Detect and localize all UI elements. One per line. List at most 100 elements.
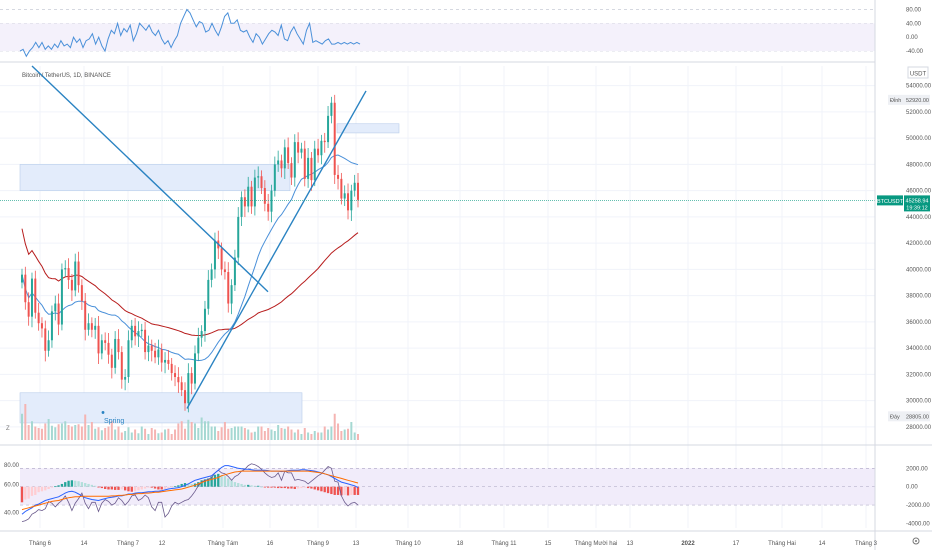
- candle-body: [243, 197, 246, 207]
- candle-body: [260, 176, 263, 189]
- price-axis[interactable]: 80.00 40.00 0.00 -40.00 54000.00 52000.00 5000…: [877, 7, 932, 527]
- volume-bar: [87, 425, 90, 440]
- candle-body: [353, 182, 356, 191]
- histogram-bar: [97, 486, 100, 488]
- candle-body: [203, 308, 206, 332]
- volume-bar: [100, 430, 103, 440]
- volume-bar: [104, 428, 107, 440]
- volume-bar: [60, 423, 63, 440]
- candle-body: [84, 300, 87, 330]
- histogram-bar: [94, 485, 97, 487]
- candle-body: [80, 285, 83, 301]
- histogram-bar: [117, 486, 120, 490]
- last-price-symbol: BTCUSDT: [877, 199, 904, 205]
- histogram-bar: [233, 482, 237, 487]
- price-pane[interactable]: Spring: [0, 65, 875, 440]
- currency-box[interactable]: [907, 66, 929, 79]
- volume-bar: [343, 429, 346, 440]
- candle-body: [277, 160, 280, 165]
- top-oscillator-pane[interactable]: [0, 8, 875, 58]
- indicator-right-tick: 2000.00: [906, 466, 928, 472]
- histogram-bar: [123, 486, 127, 491]
- volume-bar: [84, 414, 87, 440]
- histogram-bar: [60, 483, 64, 487]
- candle-body: [94, 325, 97, 330]
- candle-body: [184, 390, 187, 404]
- volume-bar: [193, 423, 196, 440]
- histogram-bar: [346, 486, 350, 496]
- volume-bar: [77, 424, 80, 440]
- volume-bar: [21, 413, 23, 440]
- histogram-bar: [104, 486, 107, 489]
- volume-bar: [174, 429, 177, 440]
- volume-bar: [37, 428, 40, 440]
- volume-bar: [94, 428, 97, 440]
- volume-bar: [147, 434, 150, 440]
- volume-bar: [227, 428, 230, 440]
- volume-bar: [54, 427, 57, 440]
- volume-bar: [164, 429, 167, 440]
- candle-body: [200, 331, 203, 338]
- volume-bar: [337, 423, 340, 440]
- volume-bar: [40, 428, 43, 440]
- high-marker-box: [888, 94, 930, 105]
- volume-bar: [170, 434, 173, 440]
- candle-body: [220, 248, 223, 270]
- histogram-bar: [257, 485, 260, 487]
- volume-bar: [127, 427, 130, 440]
- candle-body: [120, 352, 123, 380]
- zoom-icon[interactable]: Z: [6, 426, 10, 432]
- volume-bar: [110, 421, 113, 440]
- candle-body: [50, 311, 53, 341]
- candle-body: [157, 349, 160, 358]
- price-tick-label: 38000.00: [906, 294, 932, 300]
- histogram-bar: [20, 486, 24, 503]
- time-tick-label: 14: [819, 541, 826, 547]
- volume-bar: [310, 434, 313, 440]
- candle-body: [97, 325, 100, 354]
- candle-body: [297, 142, 300, 153]
- volume-bar: [297, 429, 300, 440]
- histogram-bar: [247, 484, 250, 487]
- volume-bar: [144, 428, 147, 440]
- bottom-indicator-pane[interactable]: 80.00 60.00 40.00: [4, 463, 875, 522]
- candle-body: [117, 338, 120, 353]
- histogram-bar: [30, 486, 34, 496]
- symbol-title: Bitcoin / TetherUS, 1D, BINANCE: [22, 73, 111, 79]
- candle-body: [137, 331, 140, 337]
- histogram-bar: [54, 486, 57, 488]
- time-axis[interactable]: Tháng 6 14 Tháng 7 12 Tháng Tám 16 Tháng 9 13 Th…: [29, 541, 878, 547]
- candle-body: [213, 240, 216, 270]
- volume-bar: [67, 425, 70, 440]
- volume-bar: [150, 428, 153, 440]
- histogram-bar: [120, 486, 123, 490]
- candle-body: [193, 353, 196, 384]
- osc-tick-label: 80.00: [906, 7, 922, 13]
- candle-body: [317, 148, 320, 156]
- histogram-bar: [150, 486, 153, 488]
- histogram-bar: [127, 486, 130, 492]
- time-tick-label: Tháng 7: [117, 541, 140, 547]
- candle-body: [150, 345, 153, 351]
- candle-body: [330, 102, 333, 116]
- indicator-left-tick: 60.00: [4, 483, 20, 489]
- histogram-bar: [143, 486, 147, 489]
- histogram-bar: [40, 486, 44, 492]
- histogram-bar: [207, 478, 210, 487]
- volume-bar: [80, 426, 83, 440]
- volume-bar: [154, 429, 157, 440]
- settings-gear-icon[interactable]: [912, 537, 920, 545]
- low-marker-label: Đáy: [890, 414, 900, 420]
- volume-bar: [313, 431, 316, 440]
- volume-bar: [230, 428, 233, 440]
- candle-body: [257, 176, 260, 178]
- candle-body: [107, 342, 110, 355]
- histogram-bar: [326, 486, 330, 494]
- volume-bar: [124, 431, 127, 440]
- candle-body: [223, 269, 226, 273]
- histogram-bar: [167, 486, 170, 489]
- histogram-bar: [263, 486, 267, 488]
